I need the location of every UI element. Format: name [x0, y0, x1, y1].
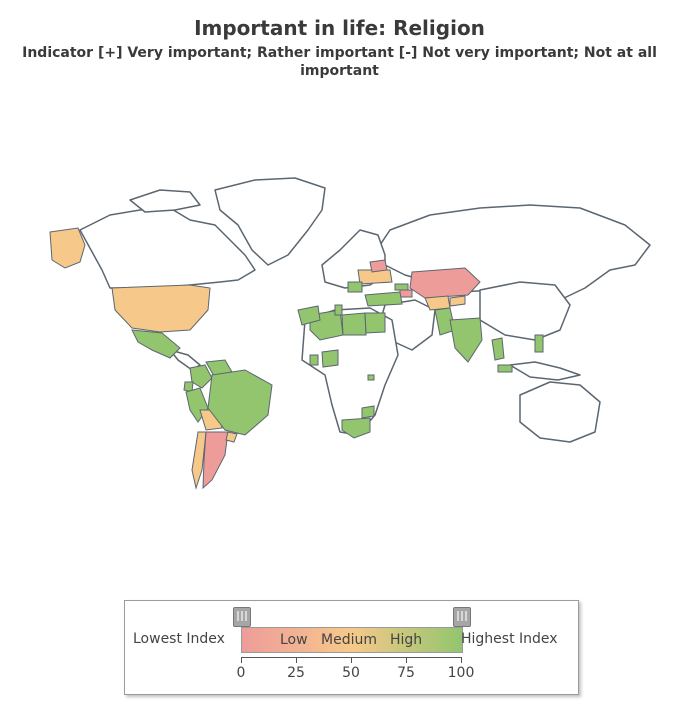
legend-low-text: Low	[280, 632, 308, 648]
country-colombia[interactable]	[189, 364, 213, 389]
legend-max-handle[interactable]	[453, 607, 471, 627]
country-chile[interactable]	[191, 431, 207, 490]
country-romania[interactable]	[347, 281, 363, 293]
legend-gradient-bar: Low Medium High	[241, 627, 463, 653]
map-subtitle: Indicator [+] Very important; Rather imp…	[22, 45, 657, 79]
legend: Lowest Index Low Medium High Highest Ind…	[124, 600, 579, 695]
region-indonesia[interactable]	[509, 361, 581, 381]
country-india[interactable]	[449, 317, 483, 363]
map-title: Important in life: Religion	[194, 16, 485, 40]
country-rwanda[interactable]	[367, 374, 375, 381]
region-africa[interactable]	[301, 307, 399, 436]
legend-high-text: High	[390, 632, 423, 648]
country-ghana[interactable]	[309, 354, 319, 366]
country-brazil[interactable]	[207, 369, 273, 436]
legend-tick-label: 50	[342, 665, 360, 681]
country-malaysia[interactable]	[497, 364, 513, 373]
country-georgia[interactable]	[394, 283, 409, 291]
legend-tick-label: 0	[236, 665, 246, 681]
region-greenland[interactable]	[214, 177, 326, 266]
legend-tick-label: 75	[397, 665, 415, 681]
region-east-asia[interactable]	[479, 281, 571, 341]
country-morocco[interactable]	[297, 305, 321, 326]
legend-lowest-label: Lowest Index	[133, 631, 225, 647]
country-uruguay[interactable]	[225, 431, 238, 443]
country-mexico[interactable]	[131, 329, 181, 359]
country-kazakhstan[interactable]	[409, 267, 481, 299]
legend-tick	[296, 657, 297, 663]
country-argentina[interactable]	[202, 431, 229, 490]
legend-medium-text: Medium	[321, 632, 377, 648]
legend-tick	[461, 657, 462, 663]
country-azerbaijan[interactable]	[399, 289, 413, 298]
country-south-africa[interactable]	[341, 417, 371, 439]
legend-tick-label: 100	[447, 665, 475, 681]
country-nigeria[interactable]	[321, 349, 339, 368]
legend-axis: 0 25 50 75 100	[237, 657, 474, 681]
legend-tick	[241, 657, 242, 663]
country-belarus[interactable]	[369, 259, 388, 273]
legend-tick	[351, 657, 352, 663]
country-philippines[interactable]	[534, 334, 544, 353]
region-arctic-islands[interactable]	[129, 189, 201, 213]
legend-tick-label: 25	[287, 665, 305, 681]
country-libya[interactable]	[341, 312, 367, 336]
region-canada[interactable]	[79, 207, 256, 289]
country-tunisia[interactable]	[334, 304, 343, 316]
legend-highest-label: Highest Index	[461, 631, 558, 647]
country-alaska[interactable]	[49, 227, 86, 269]
country-thailand[interactable]	[491, 337, 505, 361]
colored-countries-layer	[49, 227, 544, 490]
country-united-states[interactable]	[111, 284, 211, 333]
country-zimbabwe[interactable]	[361, 405, 375, 419]
country-uzbekistan[interactable]	[424, 295, 451, 311]
country-kyrgyzstan[interactable]	[449, 295, 466, 307]
legend-tick	[406, 657, 407, 663]
country-egypt[interactable]	[364, 312, 386, 334]
legend-min-handle[interactable]	[233, 607, 251, 627]
region-australia[interactable]	[519, 381, 601, 443]
country-turkey[interactable]	[364, 291, 403, 307]
world-map	[49, 177, 651, 490]
